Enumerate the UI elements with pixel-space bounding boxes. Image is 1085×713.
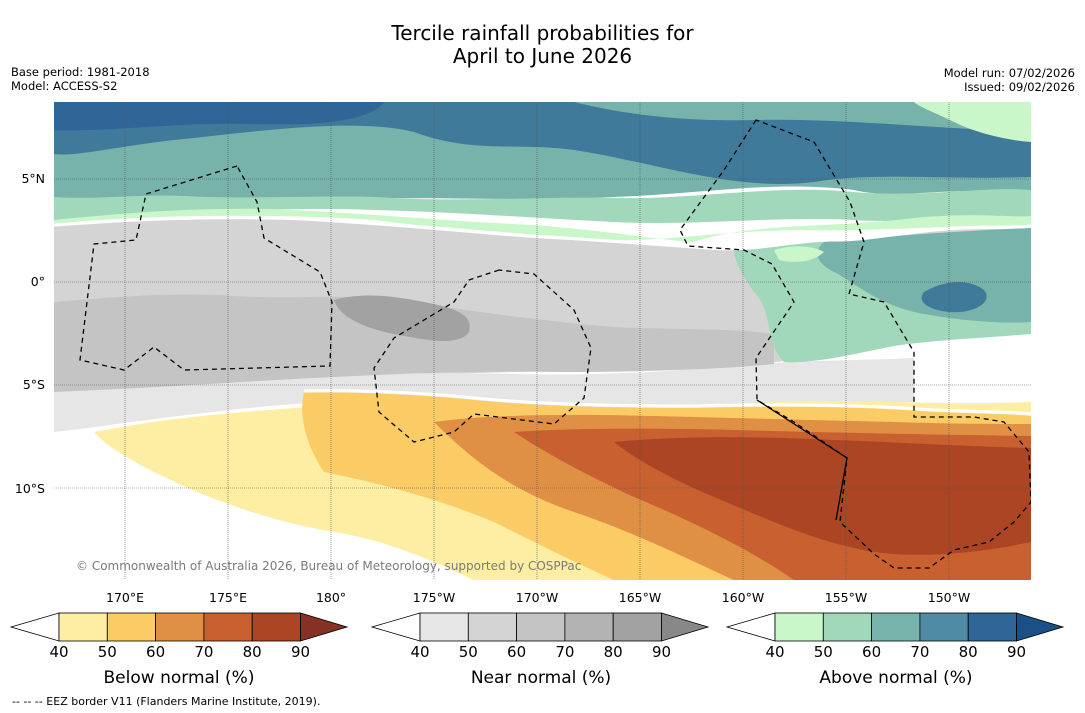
below-colorbar-tick: 50 xyxy=(97,643,117,661)
meta-left: Base period: 1981-2018 Model: ACCESS-S2 xyxy=(11,65,150,93)
below-colorbar-tick: 90 xyxy=(290,643,311,661)
lon-label-170e: 170°E xyxy=(105,590,145,605)
above-normal-deep-north xyxy=(54,102,384,131)
below-colorbar-tick: 80 xyxy=(242,643,262,661)
above-colorbar-tick: 60 xyxy=(862,643,882,661)
above-colorbar-tick: 80 xyxy=(958,643,978,661)
lat-label-5s: 5°S xyxy=(22,377,45,392)
above-colorbar-tick: 50 xyxy=(813,643,833,661)
above-colorbar-segment xyxy=(919,612,969,642)
lon-label-175w: 175°W xyxy=(412,590,456,605)
colorbar-above-normal xyxy=(725,612,1065,642)
colorbar-near-title: Near normal (%) xyxy=(470,668,612,688)
title-line-2: April to June 2026 xyxy=(452,44,633,68)
near-colorbar-segment xyxy=(516,612,566,642)
near-colorbar-tick: 80 xyxy=(603,643,623,661)
below-colorbar-segment xyxy=(58,612,108,642)
base-period: Base period: 1981-2018 xyxy=(11,65,150,79)
lon-label-175e: 175°E xyxy=(208,590,248,605)
below-colorbar-over-extension xyxy=(300,612,349,642)
above-colorbar-segment xyxy=(774,612,824,642)
above-normal-light-north xyxy=(54,189,1031,226)
colorbar-above-title: Above normal (%) xyxy=(819,668,973,688)
lon-label-155w: 155°W xyxy=(824,590,868,605)
below-normal-core xyxy=(614,437,1031,555)
eez-border-east xyxy=(679,119,1032,569)
issued-date: Issued: 09/02/2026 xyxy=(964,80,1075,94)
graticule xyxy=(54,102,1031,580)
above-normal-green-ne xyxy=(914,102,1031,142)
near-colorbar-tick: 70 xyxy=(555,643,575,661)
near-normal-core xyxy=(54,294,774,392)
lat-label-10s: 10°S xyxy=(14,481,45,496)
meta-right: Model run: 07/02/2026 Issued: 09/02/2026 xyxy=(944,66,1075,94)
lon-label-160w: 160°W xyxy=(721,590,765,605)
boundary-solid-line xyxy=(756,399,848,521)
lon-label-170w: 170°W xyxy=(515,590,559,605)
below-colorbar-segment xyxy=(155,612,205,642)
near-colorbar-segment xyxy=(612,612,662,642)
eez-footnote: -- -- -- EEZ border V11 (Flanders Marine… xyxy=(12,695,321,708)
below-colorbar-segment xyxy=(203,612,253,642)
lon-label-150w: 150°W xyxy=(927,590,971,605)
copyright-notice: © Commonwealth of Australia 2026, Bureau… xyxy=(76,559,582,573)
near-colorbar-segment xyxy=(419,612,469,642)
eez-border-central xyxy=(373,269,592,443)
near-colorbar-under-extension xyxy=(370,612,421,642)
model-name: Model: ACCESS-S2 xyxy=(11,79,118,93)
near-colorbar-tick: 60 xyxy=(507,643,527,661)
lat-label-0: 0° xyxy=(30,274,45,289)
lon-label-180: 180° xyxy=(315,590,347,605)
probability-map xyxy=(53,102,1032,580)
above-normal-green-east xyxy=(774,246,824,262)
below-colorbar-segment xyxy=(251,612,301,642)
near-colorbar-segment xyxy=(564,612,614,642)
category-boundary-north xyxy=(53,215,1032,251)
above-normal-east-deep xyxy=(921,281,987,313)
near-colorbar-tick: 50 xyxy=(458,643,478,661)
category-boundary-south xyxy=(303,389,1032,416)
below-colorbar-tick: 70 xyxy=(194,643,214,661)
colorbar-below-title: Below normal (%) xyxy=(103,668,255,688)
colorbar-near-normal xyxy=(370,612,710,642)
below-colorbar-tick: 40 xyxy=(49,643,69,661)
near-colorbar-over-extension xyxy=(661,612,710,642)
below-colorbar-tick: 60 xyxy=(146,643,166,661)
below-colorbar-under-extension xyxy=(9,612,60,642)
title-line-1: Tercile rainfall probabilities for xyxy=(391,21,694,45)
above-colorbar-segment xyxy=(822,612,872,642)
above-colorbar-tick: 90 xyxy=(1006,643,1027,661)
above-colorbar-tick: 40 xyxy=(765,643,785,661)
above-colorbar-segment xyxy=(967,612,1017,642)
above-colorbar-under-extension xyxy=(725,612,776,642)
model-run-date: Model run: 07/02/2026 xyxy=(943,66,1075,80)
eez-borders xyxy=(79,119,1032,569)
near-colorbar-tick: 40 xyxy=(410,643,430,661)
map-title: Tercile rainfall probabilities for April… xyxy=(0,22,1085,68)
lat-label-5n: 5°N xyxy=(21,171,45,186)
above-colorbar-segment xyxy=(871,612,921,642)
near-normal-dark-patch xyxy=(334,295,470,341)
lon-label-165w: 165°W xyxy=(618,590,662,605)
above-colorbar-over-extension xyxy=(1016,612,1065,642)
above-colorbar-tick: 70 xyxy=(910,643,930,661)
colorbars-svg xyxy=(9,612,1065,642)
map-svg xyxy=(53,102,1032,580)
near-colorbar-tick: 90 xyxy=(651,643,672,661)
near-colorbar-segment xyxy=(467,612,517,642)
colorbar-below-normal xyxy=(9,612,349,642)
near-normal-light-south xyxy=(54,358,914,432)
below-colorbar-segment xyxy=(106,612,157,642)
